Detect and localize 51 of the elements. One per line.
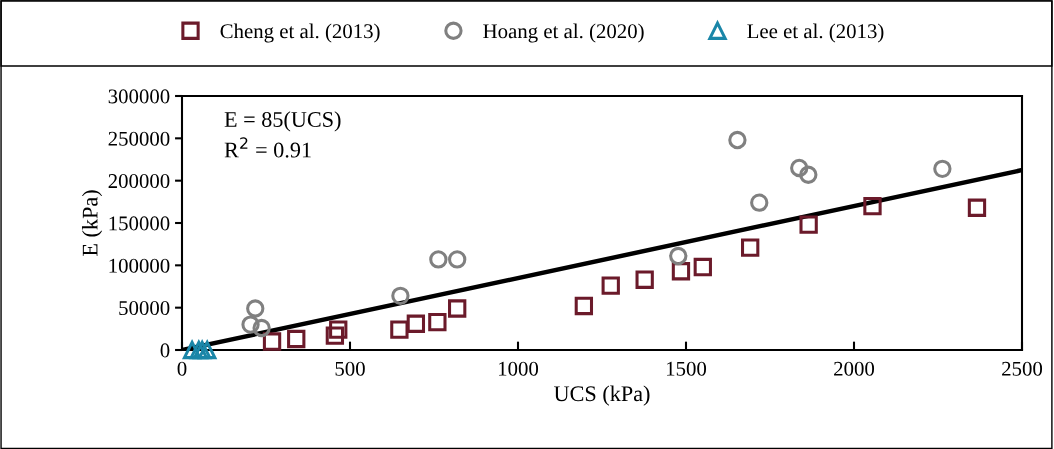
y-tick-label: 50000 bbox=[119, 301, 170, 316]
point bbox=[933, 159, 952, 178]
y-tick-label: 100000 bbox=[109, 258, 170, 273]
x-tick-label: 2500 bbox=[1002, 361, 1043, 376]
point bbox=[741, 238, 760, 257]
y-axis-title: E (kPa) bbox=[81, 190, 103, 256]
point bbox=[192, 340, 212, 360]
x-tick-label: 1000 bbox=[499, 361, 539, 376]
point bbox=[790, 158, 809, 178]
point bbox=[252, 318, 271, 338]
y-tick-label: 150000 bbox=[109, 216, 170, 231]
point bbox=[669, 246, 688, 266]
legend-label: Lee et al. (2013) bbox=[747, 23, 884, 43]
annotation: E = 85(UCS) bbox=[224, 111, 341, 132]
point bbox=[799, 165, 818, 184]
point bbox=[693, 257, 712, 277]
point bbox=[428, 312, 447, 332]
point bbox=[448, 299, 467, 318]
point bbox=[390, 320, 409, 339]
point bbox=[198, 340, 217, 360]
x-tick-label: 500 bbox=[335, 361, 365, 376]
point bbox=[246, 299, 265, 318]
point bbox=[325, 326, 345, 345]
point bbox=[429, 250, 448, 269]
point bbox=[189, 340, 208, 360]
legend-label: Cheng et al. (2013) bbox=[220, 23, 380, 43]
point bbox=[448, 250, 467, 269]
point bbox=[574, 296, 594, 316]
y-tick-label: 200000 bbox=[108, 174, 170, 189]
point bbox=[967, 198, 987, 217]
point bbox=[406, 314, 426, 333]
point bbox=[799, 215, 818, 234]
point bbox=[863, 196, 882, 216]
point bbox=[750, 193, 769, 212]
point bbox=[635, 270, 654, 289]
x-tick-label: 2000 bbox=[834, 361, 875, 376]
annotation: R$^{2}$ = 0.91 bbox=[224, 137, 311, 158]
point bbox=[329, 320, 348, 339]
point bbox=[287, 329, 306, 349]
y-tick-label: 300000 bbox=[108, 89, 170, 104]
x-tick-label: 0 bbox=[177, 361, 187, 376]
y-tick-label: 0 bbox=[160, 343, 170, 358]
point bbox=[601, 276, 620, 295]
point bbox=[728, 130, 747, 150]
point bbox=[182, 340, 202, 360]
y-tick-label: 250000 bbox=[108, 131, 170, 146]
legend-label: Hoang et al. (2020) bbox=[483, 23, 644, 43]
x-axis-title: UCS (kPa) bbox=[554, 385, 650, 406]
point bbox=[391, 286, 410, 305]
x-tick-label: 1500 bbox=[667, 361, 707, 376]
point bbox=[241, 315, 260, 334]
